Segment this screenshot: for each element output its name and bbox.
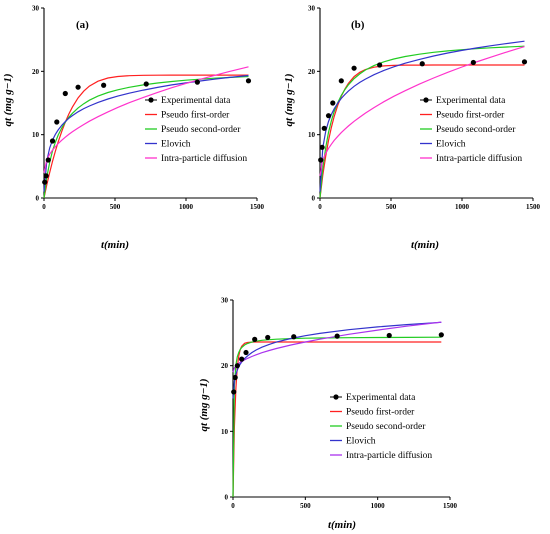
y-tick-label: 30: [308, 5, 316, 13]
data-point: [291, 334, 297, 340]
series-line-pseudo-first-order: [43, 74, 249, 199]
panel-label-a: (a): [76, 19, 89, 31]
legend-entry: Experimental data: [161, 96, 231, 106]
y-axis-title-a: qt (mg g−1): [2, 73, 14, 126]
y-tick-label: 0: [36, 195, 40, 203]
data-point: [377, 62, 383, 68]
x-tick-label: 500: [110, 203, 121, 211]
series-line-intra-particle-diffusion: [43, 66, 249, 173]
legend-swatch-marker: [423, 97, 429, 103]
data-point: [521, 59, 528, 65]
data-point: [338, 78, 344, 84]
data-point: [419, 61, 425, 67]
legend-entry: Experimental data: [436, 96, 506, 106]
legend-swatch-marker: [148, 97, 154, 103]
y-tick-label: 30: [221, 297, 229, 305]
legend-entry: Intra-particle diffusion: [436, 153, 522, 164]
y-tick-label: 10: [32, 131, 40, 139]
x-tick-label: 0: [42, 203, 46, 211]
y-tick-label: 20: [308, 68, 316, 76]
data-point: [243, 349, 249, 356]
data-point: [75, 84, 81, 90]
plot-area-b: 0 500 1000 1500 0 10 20 30 Experimental data Pseu…: [308, 5, 541, 212]
data-point: [101, 82, 107, 88]
data-point: [318, 157, 324, 163]
data-point: [231, 389, 237, 395]
x-axis-title-b: t(min): [411, 239, 439, 251]
series-line-intra-particle-diffusion: [232, 321, 442, 373]
x-axis-title-a: t(min): [101, 239, 129, 251]
data-point: [43, 173, 49, 179]
data-point: [265, 334, 271, 341]
series-line-pseudo-first-order: [232, 341, 442, 498]
legend-entry: Intra-particle diffusion: [346, 450, 432, 461]
x-tick-label: 1000: [455, 203, 470, 211]
y-axis-title-c: qt (mg g−1): [198, 378, 210, 431]
x-tick-label: 1500: [443, 502, 458, 510]
data-point: [234, 363, 240, 369]
data-point: [438, 332, 444, 338]
x-tick-label: 1000: [179, 203, 194, 211]
y-tick-label: 0: [225, 494, 229, 502]
x-tick-label: 500: [386, 203, 397, 211]
panel-a: (a) 0 500 1000 1500 0 10 20 30 Experimental data…: [2, 5, 265, 252]
data-point: [330, 100, 336, 106]
data-point: [42, 179, 48, 185]
y-tick-label: 20: [221, 362, 229, 370]
x-tick-label: 500: [300, 502, 311, 510]
legend-entry: Pseudo second-order: [436, 125, 516, 135]
legend-entry: Elovich: [161, 140, 191, 150]
x-tick-label: 0: [231, 502, 235, 510]
data-point: [62, 90, 68, 97]
legend-entry: Pseudo second-order: [161, 125, 241, 135]
data-point: [252, 336, 258, 342]
y-tick-label: 10: [308, 131, 316, 139]
panel-c: 0 500 1000 1500 0 10 20 30 Experimental data Pseu…: [198, 297, 458, 532]
series-line-intra-particle-diffusion: [319, 46, 525, 176]
series-line-elovich: [319, 40, 525, 192]
x-tick-label: 0: [318, 203, 322, 211]
data-point: [54, 119, 60, 125]
data-point: [49, 138, 56, 144]
data-point: [470, 59, 476, 66]
legend-entry: Pseudo first-order: [436, 110, 505, 121]
data-point: [194, 79, 200, 85]
series-line-pseudo-second-order: [319, 45, 525, 199]
data-point: [386, 332, 392, 339]
series-line-elovich: [232, 321, 442, 399]
data-point: [319, 144, 325, 150]
legend-entry: Experimental data: [346, 393, 416, 403]
series-line-pseudo-second-order: [43, 75, 249, 199]
legend-swatch-marker: [333, 394, 339, 400]
legend-entry: Elovich: [346, 437, 376, 447]
data-point: [245, 78, 252, 84]
data-point: [334, 333, 340, 339]
data-point: [143, 81, 149, 87]
legend-entry: Pseudo first-order: [161, 110, 230, 121]
x-tick-label: 1500: [250, 203, 265, 211]
data-point: [325, 113, 332, 119]
data-point: [351, 65, 357, 71]
y-tick-label: 30: [32, 5, 40, 13]
plot-area-a: 0 500 1000 1500 0 10 20 30 Experimental data Pseu…: [32, 5, 265, 212]
legend-entry: Pseudo second-order: [346, 422, 426, 432]
x-axis-title-c: t(min): [328, 519, 356, 531]
y-tick-label: 20: [32, 68, 40, 76]
x-tick-label: 1500: [526, 203, 541, 211]
legend-entry: Pseudo first-order: [346, 407, 415, 418]
data-point: [232, 374, 238, 381]
x-tick-label: 1000: [371, 502, 386, 510]
legend-entry: Intra-particle diffusion: [161, 153, 247, 164]
panel-label-b: (b): [351, 19, 365, 31]
data-point: [321, 125, 327, 131]
y-tick-label: 0: [312, 195, 316, 203]
y-axis-title-b: qt (mg g−1): [283, 73, 295, 126]
data-point: [239, 356, 245, 362]
panel-b: (b) 0 500 1000 1500 0 10 20 30 Experimental data…: [283, 5, 541, 252]
data-point: [45, 157, 51, 163]
y-tick-label: 10: [221, 428, 229, 436]
plot-area-c: 0 500 1000 1500 0 10 20 30 Experimental data Pseu…: [221, 297, 458, 511]
legend-entry: Elovich: [436, 140, 466, 150]
